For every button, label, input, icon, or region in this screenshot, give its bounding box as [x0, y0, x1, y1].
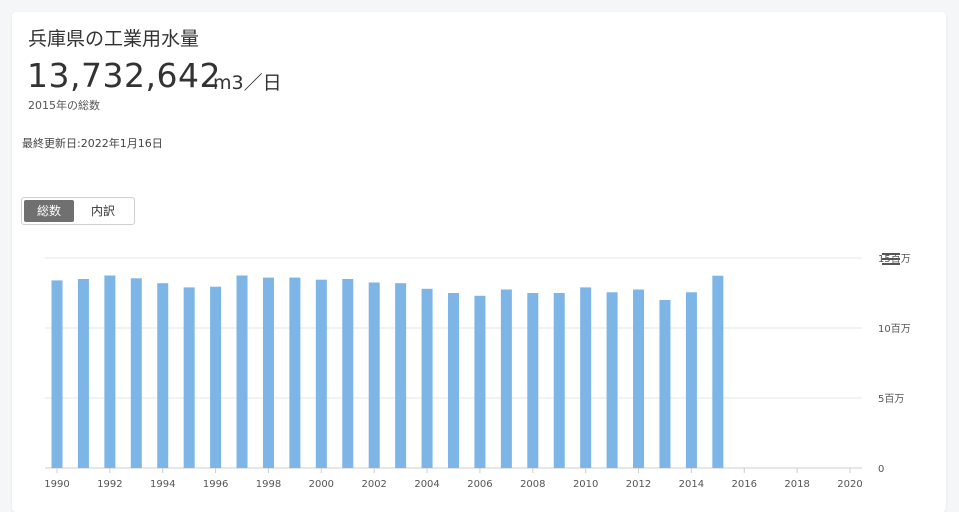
toggle-breakdown-button[interactable]: 内訳	[90, 204, 115, 218]
view-toggle: 総数 内訳	[21, 197, 135, 225]
page-title: 兵庫県の工業用水量	[28, 28, 200, 50]
total-value: 13,732,642	[27, 56, 221, 95]
toggle-total-button[interactable]: 総数	[24, 200, 74, 222]
last-updated: 最終更新日:2022年1月16日	[22, 137, 163, 150]
hamburger-menu-icon[interactable]	[882, 253, 900, 267]
value-subtitle: 2015年の総数	[28, 99, 100, 112]
total-unit: m3／日	[213, 72, 282, 94]
